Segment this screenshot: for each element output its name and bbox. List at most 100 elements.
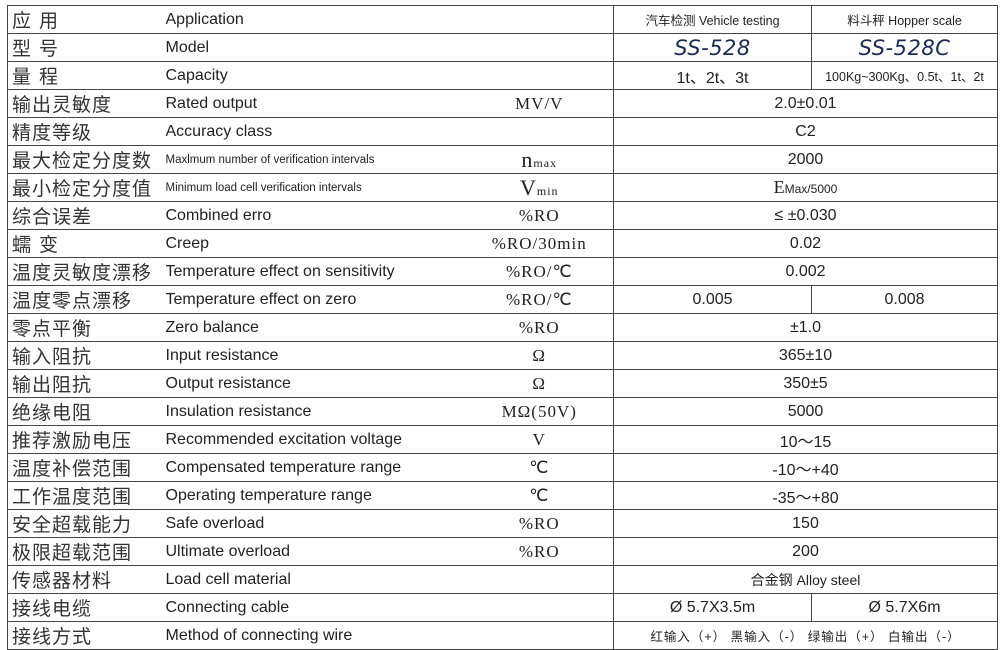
spec-row: 最小检定分度值 Minimum load cell verification in… bbox=[7, 173, 998, 202]
spec-row: 传感器材料 Load cell material 合金钢 Alloy steel bbox=[7, 565, 998, 594]
spec-label-cn: 传感器材料 bbox=[7, 565, 166, 594]
spec-unit: Ω bbox=[465, 369, 614, 398]
spec-value: ±1.0 bbox=[613, 313, 998, 342]
spec-label-en: Model bbox=[165, 33, 466, 62]
spec-label-en: Temperature effect on sensitivity bbox=[165, 257, 466, 286]
spec-label-cn: 零点平衡 bbox=[7, 313, 166, 342]
spec-value: 0.002 bbox=[613, 257, 998, 286]
spec-label-cn: 综合误差 bbox=[7, 201, 166, 230]
spec-value-1: 汽车检测 Vehicle testing bbox=[613, 5, 812, 34]
spec-value-2: 0.008 bbox=[811, 285, 998, 314]
spec-row: 输出阻抗 Output resistance Ω 350±5 bbox=[7, 369, 998, 398]
spec-row: 接线方式 Method of connecting wire 红输入（+） 黑输入（… bbox=[7, 621, 998, 650]
spec-label-cn: 最大检定分度数 bbox=[7, 145, 166, 174]
spec-value: C2 bbox=[613, 117, 998, 146]
spec-label-en: Zero balance bbox=[165, 313, 466, 342]
spec-unit: %RO bbox=[465, 201, 614, 230]
spec-value: 350±5 bbox=[613, 369, 998, 398]
spec-value: 2.0±0.01 bbox=[613, 89, 998, 118]
specification-table: 应 用 Application 汽车检测 Vehicle testing 料斗秤 Ho… bbox=[7, 5, 998, 650]
spec-value: 365±10 bbox=[613, 341, 998, 370]
spec-label-en: Method of connecting wire bbox=[165, 621, 466, 650]
spec-value-2: Ø 5.7X6m bbox=[811, 593, 998, 622]
spec-row: 应 用 Application 汽车检测 Vehicle testing 料斗秤 Ho… bbox=[7, 5, 998, 34]
spec-value: 合金钢 Alloy steel bbox=[613, 565, 998, 594]
spec-unit: MV/V bbox=[465, 89, 614, 118]
spec-value: 150 bbox=[613, 509, 998, 538]
spec-row: 零点平衡 Zero balance %RO ±1.0 bbox=[7, 313, 998, 342]
spec-label-en: Combined erro bbox=[165, 201, 466, 230]
spec-value-1: 0.005 bbox=[613, 285, 812, 314]
spec-label-en: Operating temperature range bbox=[165, 481, 466, 510]
spec-label-en: Insulation resistance bbox=[165, 397, 466, 426]
spec-label-cn: 量 程 bbox=[7, 61, 166, 90]
spec-value-2: 100Kg~300Kg、0.5t、1t、2t bbox=[811, 61, 998, 90]
spec-row: 输出灵敏度 Rated output MV/V 2.0±0.01 bbox=[7, 89, 998, 118]
spec-unit: %RO bbox=[465, 537, 614, 566]
spec-label-en: Maxlmum number of verification intervals bbox=[165, 145, 466, 174]
spec-row: 输入阻抗 Input resistance Ω 365±10 bbox=[7, 341, 998, 370]
spec-value-1: SS-528 bbox=[613, 33, 812, 62]
spec-label-en: Recommended excitation voltage bbox=[165, 425, 466, 454]
spec-label-cn: 接线方式 bbox=[7, 621, 166, 650]
spec-value: 200 bbox=[613, 537, 998, 566]
spec-row: 绝缘电阻 Insulation resistance MΩ(50V) 5000 bbox=[7, 397, 998, 426]
spec-unit bbox=[465, 61, 614, 90]
spec-row: 温度灵敏度漂移 Temperature effect on sensitivity… bbox=[7, 257, 998, 286]
spec-unit bbox=[465, 621, 614, 650]
spec-label-cn: 绝缘电阻 bbox=[7, 397, 166, 426]
spec-unit: ℃ bbox=[465, 481, 614, 510]
spec-row: 工作温度范围 Operating temperature range ℃ -35～+8… bbox=[7, 481, 998, 510]
spec-unit: %RO bbox=[465, 313, 614, 342]
spec-value-1: 1t、2t、3t bbox=[613, 61, 812, 90]
spec-row: 型 号 Model SS-528 SS-528C bbox=[7, 33, 998, 62]
spec-label-en: Connecting cable bbox=[165, 593, 466, 622]
spec-unit: nmax bbox=[465, 145, 614, 174]
spec-unit: V bbox=[465, 425, 614, 454]
spec-unit bbox=[465, 565, 614, 594]
spec-row: 精度等级 Accuracy class C2 bbox=[7, 117, 998, 146]
spec-value: -10～+40 bbox=[613, 453, 998, 482]
spec-label-cn: 蠕 变 bbox=[7, 229, 166, 258]
spec-unit bbox=[465, 33, 614, 62]
spec-label-cn: 工作温度范围 bbox=[7, 481, 166, 510]
spec-label-en: Minimum load cell verification intervals bbox=[165, 173, 466, 202]
spec-value: -35～+80 bbox=[613, 481, 998, 510]
spec-unit bbox=[465, 593, 614, 622]
value-main: E bbox=[773, 177, 785, 197]
spec-value-2: SS-528C bbox=[811, 33, 998, 62]
spec-unit: Vmin bbox=[465, 173, 614, 202]
spec-label-en: Input resistance bbox=[165, 341, 466, 370]
unit-symbol: V bbox=[519, 174, 537, 200]
spec-label-cn: 极限超载范围 bbox=[7, 537, 166, 566]
spec-label-en: Accuracy class bbox=[165, 117, 466, 146]
spec-value: 10～15 bbox=[613, 425, 998, 454]
spec-value: 2000 bbox=[613, 145, 998, 174]
spec-label-cn: 温度灵敏度漂移 bbox=[7, 257, 166, 286]
spec-unit bbox=[465, 5, 614, 34]
spec-unit: Ω bbox=[465, 341, 614, 370]
spec-value: 5000 bbox=[613, 397, 998, 426]
spec-value: 红输入（+） 黑输入（-） 绿输出（+） 白输出（-） bbox=[613, 621, 998, 650]
spec-label-cn: 接线电缆 bbox=[7, 593, 166, 622]
value-subscript: Max/5000 bbox=[784, 182, 838, 196]
spec-label-cn: 推荐激励电压 bbox=[7, 425, 166, 454]
spec-unit: %RO bbox=[465, 509, 614, 538]
spec-label-en: Rated output bbox=[165, 89, 466, 118]
spec-label-cn: 输出阻抗 bbox=[7, 369, 166, 398]
spec-label-cn: 温度零点漂移 bbox=[7, 285, 166, 314]
spec-label-en: Creep bbox=[165, 229, 466, 258]
spec-row: 接线电缆 Connecting cable Ø 5.7X3.5m Ø 5.7X6m bbox=[7, 593, 998, 622]
spec-row: 蠕 变 Creep %RO/30min 0.02 bbox=[7, 229, 998, 258]
spec-label-cn: 输入阻抗 bbox=[7, 341, 166, 370]
spec-value: 0.02 bbox=[613, 229, 998, 258]
unit-subscript: max bbox=[533, 155, 558, 170]
spec-unit: %RO/30min bbox=[465, 229, 614, 258]
spec-label-cn: 输出灵敏度 bbox=[7, 89, 166, 118]
unit-symbol: n bbox=[521, 146, 534, 172]
spec-row: 推荐激励电压 Recommended excitation voltage V 10～… bbox=[7, 425, 998, 454]
spec-unit: %RO/℃ bbox=[465, 257, 614, 286]
unit-subscript: min bbox=[536, 183, 559, 198]
spec-row: 极限超载范围 Ultimate overload %RO 200 bbox=[7, 537, 998, 566]
spec-label-en: Application bbox=[165, 5, 466, 34]
